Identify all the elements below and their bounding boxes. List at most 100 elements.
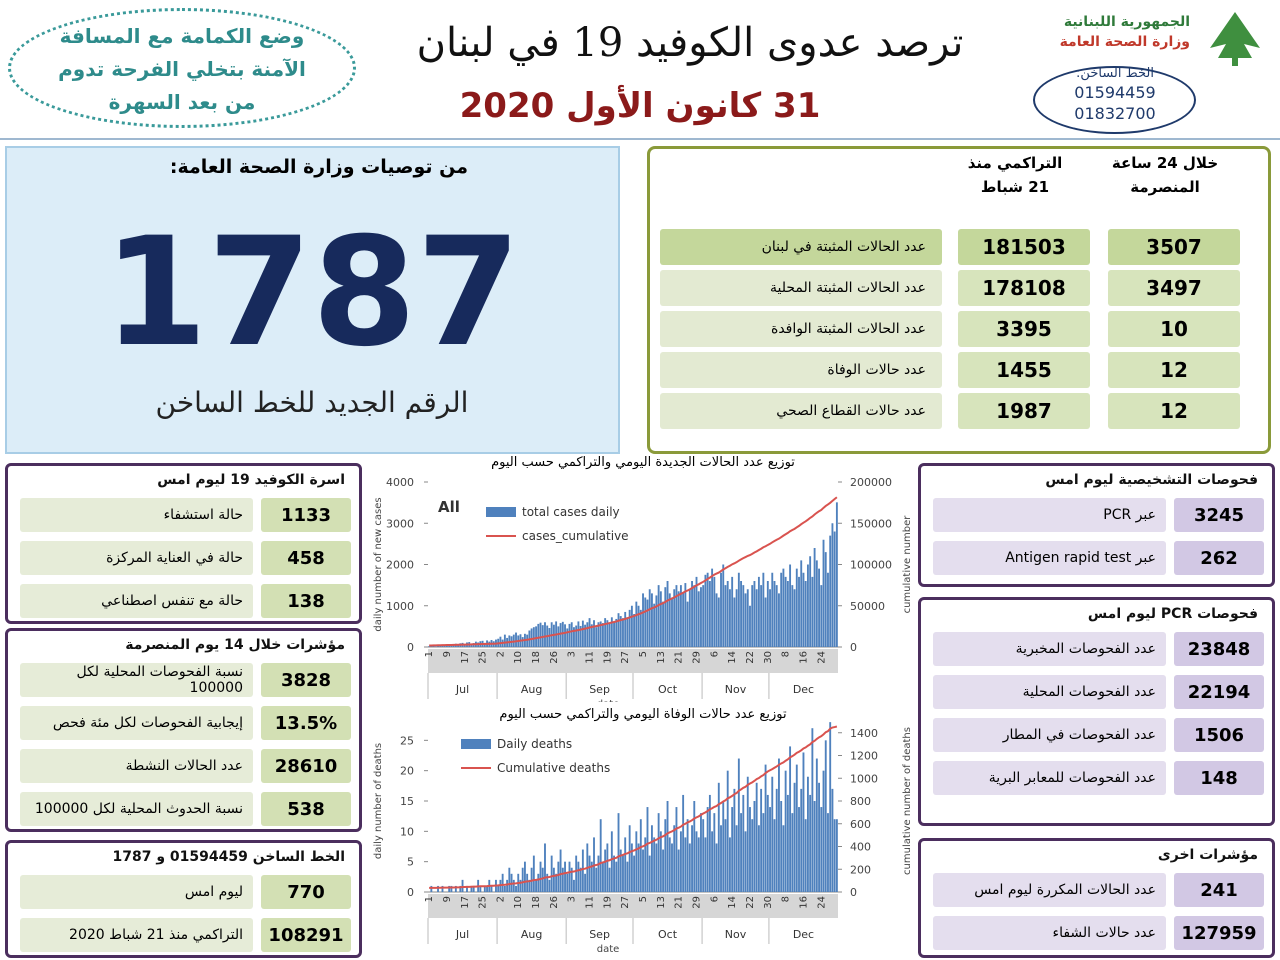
x-tick-label: 17 — [460, 896, 471, 909]
bar — [590, 624, 593, 647]
bar — [642, 593, 644, 647]
bar — [697, 591, 700, 647]
bar — [833, 531, 836, 647]
bar — [630, 605, 633, 647]
bar — [820, 585, 823, 647]
bar — [757, 825, 760, 892]
bar — [829, 535, 832, 647]
bar — [784, 576, 787, 647]
bar — [595, 867, 598, 892]
y-tick-label: 0 — [407, 641, 414, 654]
bar — [470, 885, 473, 892]
bar — [731, 576, 734, 647]
bar — [762, 813, 765, 892]
last-24h-value: 3507 — [1108, 229, 1240, 265]
date-strip — [428, 894, 838, 918]
bar — [715, 593, 718, 647]
bar — [579, 625, 582, 647]
bar — [639, 819, 642, 892]
bar — [798, 807, 800, 892]
panel-row: حالة استشفاء 1133 — [20, 498, 351, 532]
row-label: إيجابية الفحوصات لكل مئة فحص — [20, 706, 253, 740]
bar — [479, 885, 482, 892]
row-label: عدد الحالات المكررة ليوم امس — [933, 873, 1166, 907]
bar — [441, 885, 444, 892]
y-tick-label: 2000 — [386, 559, 414, 572]
y2-tick-label: 600 — [850, 818, 871, 831]
bar — [662, 601, 665, 647]
bar — [811, 728, 814, 892]
chart-title: توزيع عدد حالات الوفاة اليومي والتراكمي … — [499, 707, 787, 722]
bar — [766, 581, 769, 647]
row-value: 1506 — [1174, 718, 1264, 752]
row-label: نسبة الفحوصات المحلية لكل 100000 — [20, 663, 253, 697]
bar — [675, 585, 678, 647]
x-tick-label: 19 — [602, 651, 613, 664]
row-value: 241 — [1174, 873, 1264, 907]
hotline-number: 01832700 — [1074, 104, 1156, 123]
report-date: 31 كانون الأول 2020 — [459, 86, 821, 126]
bar — [682, 593, 685, 647]
bar — [521, 637, 524, 647]
bar — [624, 611, 627, 647]
bar — [749, 605, 751, 647]
bar — [755, 589, 758, 647]
bar — [679, 831, 682, 892]
bar — [704, 837, 707, 892]
panel-row: عدد الفحوصات في المطار 1506 — [933, 718, 1264, 752]
bar — [642, 849, 644, 892]
bar — [532, 855, 535, 892]
bar — [615, 861, 618, 892]
bar — [675, 807, 678, 892]
panel-row: عدد الحالات المكررة ليوم امس 241 — [933, 873, 1264, 907]
y-tick-label: 5 — [407, 856, 414, 869]
bar — [581, 620, 584, 647]
panel-title: مؤشرات اخرى — [1157, 847, 1258, 863]
bar — [800, 788, 803, 892]
info-panel: اسرة الكوفيد 19 ليوم امس حالة استشفاء 1133… — [5, 463, 362, 624]
bar — [459, 885, 462, 892]
bar — [793, 782, 796, 892]
row-value: 23848 — [1174, 632, 1264, 666]
bar — [521, 867, 524, 892]
row-value: 13.5% — [261, 706, 351, 740]
cumulative-value: 181503 — [958, 229, 1090, 265]
bar — [671, 843, 673, 892]
bar — [717, 597, 720, 647]
bar — [526, 873, 529, 892]
main-title: ترصد عدوى الكوفيد 19 في لبنان — [416, 20, 964, 66]
bar — [588, 855, 591, 892]
row-label: عبر Antigen rapid test — [933, 541, 1166, 575]
panel-title: مؤشرات خلال 14 يوم المنصرمة — [125, 637, 345, 653]
bar — [644, 597, 647, 647]
x-tick-label: 24 — [816, 896, 827, 909]
bar — [568, 861, 571, 892]
x-tick-label: 25 — [478, 651, 489, 664]
x-tick-label: 6 — [709, 896, 720, 902]
bar — [544, 843, 546, 892]
bar — [702, 819, 705, 892]
bar — [508, 867, 511, 892]
month-label: Jul — [455, 683, 469, 696]
y2-tick-label: 200000 — [850, 476, 892, 489]
bar — [622, 618, 624, 647]
bar — [818, 568, 820, 647]
y-tick-label: 3000 — [386, 517, 414, 530]
x-tick-label: 22 — [745, 896, 756, 909]
bar — [728, 837, 731, 892]
bar — [619, 616, 622, 647]
panel-row: عبر PCR 3245 — [933, 498, 1264, 532]
bar — [724, 585, 727, 647]
bar — [537, 623, 540, 647]
header-cumulative: التراكمي منذ 21 شباط — [967, 154, 1063, 196]
bar — [570, 622, 573, 647]
y2-tick-label: 400 — [850, 841, 871, 854]
bar — [610, 831, 613, 892]
bar — [706, 572, 709, 647]
bar — [688, 843, 691, 892]
row-value: 262 — [1174, 541, 1264, 575]
row-label: عدد الفحوصات المخبرية — [933, 632, 1166, 666]
y-axis-label: daily number of new cases — [373, 497, 384, 631]
bar — [499, 636, 502, 647]
